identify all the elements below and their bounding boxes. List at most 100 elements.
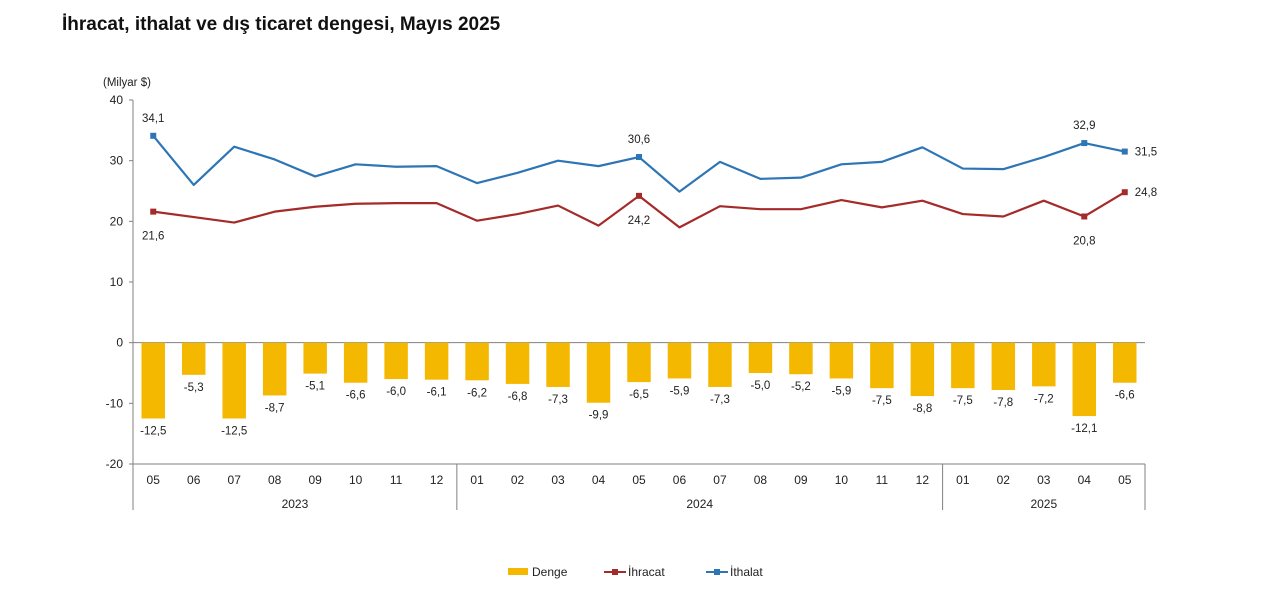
y-tick-label: -20 — [106, 457, 124, 471]
denge-bar — [991, 342, 1016, 390]
y-tick-label: 0 — [116, 336, 123, 350]
denge-value-label: -7,3 — [710, 394, 730, 406]
denge-bar — [181, 342, 206, 375]
denge-value-label: -6,2 — [467, 387, 487, 399]
x-tick-label: 01 — [956, 473, 970, 487]
x-tick-label: 08 — [754, 473, 768, 487]
legend: Denge İhracat İthalat — [508, 565, 763, 579]
line-series — [150, 132, 1128, 229]
year-label: 2024 — [686, 497, 713, 511]
ihracat-marker — [1081, 213, 1088, 220]
denge-bar — [708, 342, 732, 387]
denge-value-label: -6,0 — [386, 386, 406, 398]
denge-bar — [384, 342, 408, 380]
y-tick-label: 10 — [110, 275, 124, 289]
denge-bar — [586, 342, 611, 403]
ihracat-value-label: 24,2 — [628, 215, 650, 227]
x-tick-label: 07 — [713, 473, 727, 487]
y-tick-label: 20 — [110, 214, 124, 228]
x-tick-label: 04 — [592, 473, 606, 487]
denge-bar — [424, 342, 449, 380]
denge-value-label: -8,8 — [912, 403, 932, 415]
denge-value-label: -7,8 — [993, 397, 1013, 409]
denge-bars — [141, 342, 1137, 419]
x-tick-label: 09 — [308, 473, 322, 487]
x-tick-label: 09 — [794, 473, 808, 487]
ihracat-marker — [150, 208, 157, 215]
denge-value-label: -12,5 — [221, 426, 247, 438]
denge-value-label: -7,5 — [953, 395, 973, 407]
y-tick-label: 40 — [110, 93, 124, 107]
denge-bar — [789, 342, 813, 375]
denge-bar — [505, 342, 530, 384]
legend-label: İthalat — [730, 565, 763, 579]
x-tick-label: 02 — [997, 473, 1011, 487]
denge-value-label: -6,8 — [508, 391, 528, 403]
year-label: 2025 — [1030, 497, 1057, 511]
x-tick-label: 11 — [876, 473, 889, 487]
denge-bar — [829, 342, 854, 379]
x-tick-label: 03 — [1037, 473, 1051, 487]
x-tick-label: 07 — [228, 473, 242, 487]
denge-value-label: -8,7 — [265, 402, 285, 414]
x-tick-label: 05 — [632, 473, 646, 487]
legend-ithalat-marker — [714, 569, 720, 575]
y-unit-label: (Milyar $) — [103, 77, 151, 89]
x-tick-label: 11 — [390, 473, 403, 487]
denge-value-label: -6,5 — [629, 389, 649, 401]
denge-bar — [1113, 342, 1137, 383]
denge-bar — [870, 342, 894, 389]
denge-bar — [343, 342, 368, 383]
denge-bar — [910, 342, 935, 397]
ihracat-value-label: 20,8 — [1073, 235, 1095, 247]
ihracat-value-label: 24,8 — [1135, 187, 1157, 199]
denge-bar — [1072, 342, 1097, 417]
x-tick-label: 08 — [268, 473, 282, 487]
denge-bar — [1032, 342, 1056, 387]
denge-value-label: -12,5 — [140, 426, 166, 438]
denge-value-label: -12,1 — [1071, 423, 1097, 435]
x-tick-label: 10 — [835, 473, 849, 487]
ihracat-marker — [1121, 189, 1128, 196]
denge-bar — [667, 342, 692, 379]
y-tick-label: -10 — [106, 396, 124, 410]
denge-bar — [546, 342, 570, 387]
x-tick-label: 06 — [673, 473, 687, 487]
denge-value-label: -6,6 — [346, 390, 366, 402]
denge-value-label: -7,3 — [548, 394, 568, 406]
legend-denge-swatch — [508, 568, 528, 575]
ihracat-value-label: 21,6 — [142, 231, 164, 243]
x-tick-label: 06 — [187, 473, 201, 487]
ithalat-marker — [150, 132, 157, 139]
denge-value-label: -6,1 — [427, 387, 447, 399]
year-label: 2023 — [282, 497, 309, 511]
ithalat-value-label: 32,9 — [1073, 120, 1095, 132]
ithalat-value-label: 30,6 — [628, 134, 650, 146]
x-tick-label: 02 — [511, 473, 525, 487]
y-tick-label: 30 — [110, 154, 124, 168]
denge-value-label: -5,9 — [831, 385, 851, 397]
x-tick-label: 01 — [470, 473, 484, 487]
denge-bar — [303, 342, 327, 374]
denge-bar — [627, 342, 651, 383]
chart-title: İhracat, ithalat ve dış ticaret dengesi,… — [62, 14, 501, 35]
denge-value-label: -6,6 — [1115, 390, 1135, 402]
data-labels: -12,5 -5,3 -12,5 -8,7 -5,1 -6,6 -6,0 -6,1 -6,2 -6… — [140, 113, 1157, 438]
x-tick-label: 05 — [147, 473, 161, 487]
ithalat-value-label: 34,1 — [142, 113, 164, 125]
x-tick-label: 04 — [1078, 473, 1092, 487]
x-tick-label: 12 — [430, 473, 444, 487]
ithalat-marker — [1081, 140, 1088, 147]
denge-value-label: -7,2 — [1034, 393, 1054, 405]
denge-value-label: -5,9 — [670, 385, 690, 397]
x-tick-label: 05 — [1118, 473, 1132, 487]
denge-value-label: -5,1 — [305, 381, 325, 393]
denge-bar — [141, 342, 165, 419]
denge-value-label: -7,5 — [872, 395, 892, 407]
denge-bar — [748, 342, 773, 373]
legend-ihracat-marker — [612, 569, 618, 575]
ithalat-marker — [636, 154, 642, 161]
denge-value-label: -5,0 — [751, 380, 771, 392]
denge-value-label: -5,2 — [791, 381, 811, 393]
